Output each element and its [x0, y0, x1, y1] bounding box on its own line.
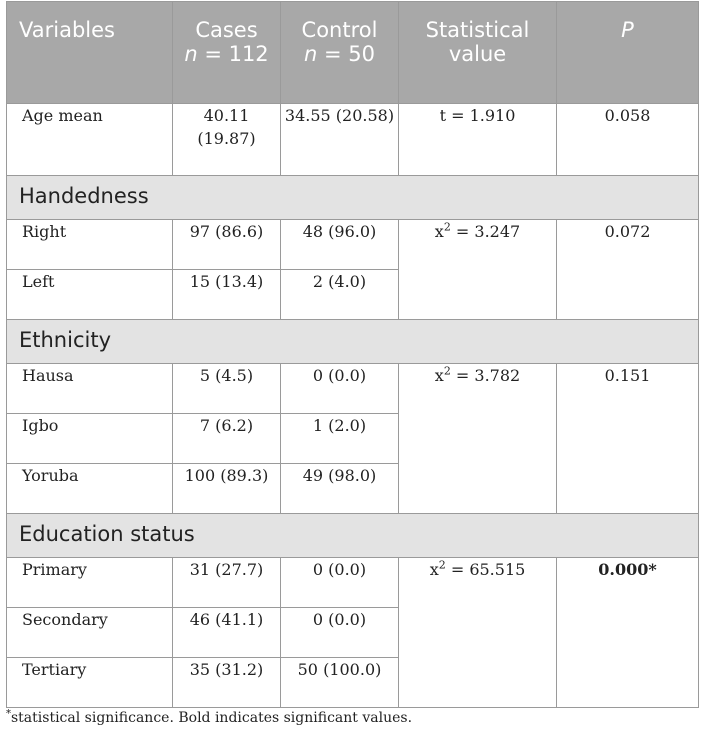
row-label: Primary: [6, 557, 173, 608]
header-row: Variables Cases n = 112 Control n = 50 S…: [6, 1, 699, 104]
cases-cell: 7 (6.2): [172, 413, 281, 464]
control-cell: 48 (96.0): [280, 219, 399, 270]
row-label: Hausa: [6, 363, 173, 414]
section-row-handedness: Handedness: [6, 175, 699, 220]
stat-cell: x2 = 3.782: [398, 363, 557, 514]
control-cell: 50 (100.0): [280, 657, 399, 708]
header-control: Control n = 50: [280, 1, 399, 104]
table-row: Secondary 46 (41.1) 0 (0.0): [6, 607, 699, 658]
table-row: Tertiary 35 (31.2) 50 (100.0): [6, 657, 699, 708]
section-title: Education status: [6, 513, 699, 558]
control-cell: 0 (0.0): [280, 607, 399, 658]
stat-cell: x2 = 3.247: [398, 219, 557, 320]
section-title: Handedness: [6, 175, 699, 220]
row-label: Tertiary: [6, 657, 173, 708]
section-row-ethnicity: Ethnicity: [6, 319, 699, 364]
header-p: P: [556, 1, 699, 104]
control-cell: 2 (4.0): [280, 269, 399, 320]
table-row: Hausa 5 (4.5) 0 (0.0) x2 = 3.782 0.151: [6, 363, 699, 514]
row-label: Right: [6, 219, 173, 270]
cases-cell: 15 (13.4): [172, 269, 281, 320]
control-cell: 0 (0.0): [280, 557, 399, 608]
p-cell-significant: 0.000*: [556, 557, 699, 708]
control-cell: 49 (98.0): [280, 463, 399, 514]
table-row: Yoruba 100 (89.3) 49 (98.0): [6, 463, 699, 514]
table-row-age: Age mean 40.11 (19.87) 34.55 (20.58) t =…: [6, 103, 699, 176]
table-row: Igbo 7 (6.2) 1 (2.0): [6, 413, 699, 464]
header-cases-n: n = 112: [184, 42, 269, 66]
row-label: Igbo: [6, 413, 173, 464]
cases-cell: 40.11 (19.87): [172, 103, 281, 176]
header-cases: Cases n = 112: [172, 1, 281, 104]
table-row: Left 15 (13.4) 2 (4.0): [6, 269, 699, 320]
footnote-text: statistical significance. Bold indicates…: [11, 710, 413, 726]
control-cell: 0 (0.0): [280, 363, 399, 414]
footnote-marker: *: [6, 708, 11, 720]
cases-cell: 46 (41.1): [172, 607, 281, 658]
row-label: Secondary: [6, 607, 173, 658]
p-cell: 0.058: [556, 103, 699, 176]
control-cell: 34.55 (20.58): [280, 103, 399, 176]
cases-cell: 97 (86.6): [172, 219, 281, 270]
cases-cell: 5 (4.5): [172, 363, 281, 414]
header-control-label: Control: [301, 18, 378, 42]
control-cell: 1 (2.0): [280, 413, 399, 464]
results-table: Variables Cases n = 112 Control n = 50 S…: [6, 1, 699, 708]
cases-cell: 100 (89.3): [172, 463, 281, 514]
row-label: Yoruba: [6, 463, 173, 514]
cases-cell: 31 (27.7): [172, 557, 281, 608]
p-cell: 0.151: [556, 363, 699, 514]
header-control-n: n = 50: [304, 42, 375, 66]
header-variables: Variables: [6, 1, 173, 104]
stat-cell: t = 1.910: [398, 103, 557, 176]
row-label: Left: [6, 269, 173, 320]
cases-cell: 35 (31.2): [172, 657, 281, 708]
header-cases-label: Cases: [195, 18, 258, 42]
table-row: Right 97 (86.6) 48 (96.0) x2 = 3.247 0.0…: [6, 219, 699, 320]
header-statistical-value: Statistical value: [398, 1, 557, 104]
row-label: Age mean: [6, 103, 173, 176]
section-row-education: Education status: [6, 513, 699, 558]
footnote: *statistical significance. Bold indicate…: [6, 708, 413, 726]
p-cell: 0.072: [556, 219, 699, 320]
section-title: Ethnicity: [6, 319, 699, 364]
table-row: Primary 31 (27.7) 0 (0.0) x2 = 65.515 0.…: [6, 557, 699, 708]
stat-cell: x2 = 65.515: [398, 557, 557, 708]
